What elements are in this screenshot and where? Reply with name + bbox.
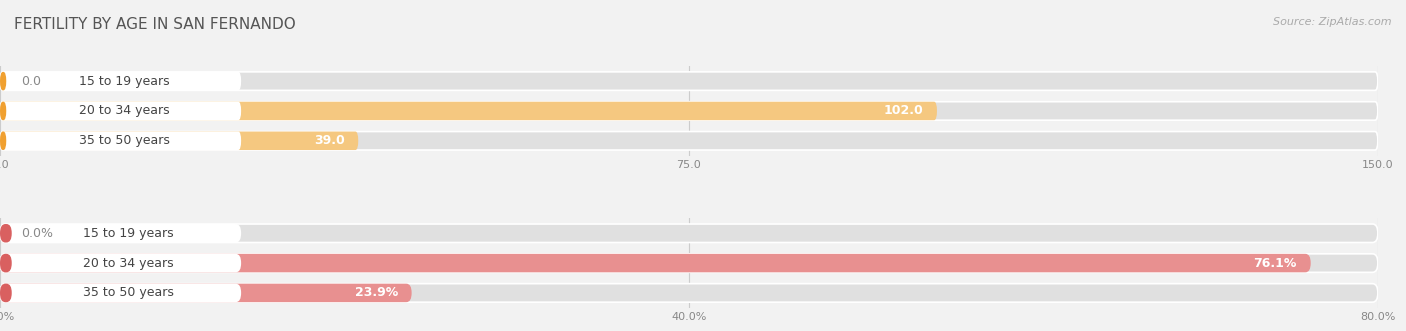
FancyBboxPatch shape <box>0 224 242 243</box>
FancyBboxPatch shape <box>0 72 242 90</box>
Text: 0.0: 0.0 <box>21 74 41 88</box>
FancyBboxPatch shape <box>0 254 1378 272</box>
FancyBboxPatch shape <box>0 72 1378 90</box>
FancyBboxPatch shape <box>0 102 936 120</box>
FancyBboxPatch shape <box>0 284 1378 302</box>
Text: 0.0%: 0.0% <box>21 227 52 240</box>
Text: FERTILITY BY AGE IN SAN FERNANDO: FERTILITY BY AGE IN SAN FERNANDO <box>14 17 295 31</box>
FancyBboxPatch shape <box>0 131 242 150</box>
Text: 35 to 50 years: 35 to 50 years <box>79 134 170 147</box>
FancyBboxPatch shape <box>0 284 412 302</box>
Text: 20 to 34 years: 20 to 34 years <box>79 105 170 118</box>
FancyBboxPatch shape <box>0 254 1310 272</box>
FancyBboxPatch shape <box>0 102 1378 120</box>
FancyBboxPatch shape <box>0 102 242 120</box>
FancyBboxPatch shape <box>0 131 1378 150</box>
Text: 102.0: 102.0 <box>883 105 924 118</box>
FancyBboxPatch shape <box>0 224 11 243</box>
FancyBboxPatch shape <box>0 254 242 272</box>
FancyBboxPatch shape <box>0 131 6 150</box>
Text: 15 to 19 years: 15 to 19 years <box>83 227 173 240</box>
Text: 23.9%: 23.9% <box>354 286 398 300</box>
Text: 15 to 19 years: 15 to 19 years <box>79 74 170 88</box>
FancyBboxPatch shape <box>0 224 1378 243</box>
Text: Source: ZipAtlas.com: Source: ZipAtlas.com <box>1274 17 1392 26</box>
FancyBboxPatch shape <box>0 284 11 302</box>
FancyBboxPatch shape <box>0 72 6 90</box>
Text: 20 to 34 years: 20 to 34 years <box>83 257 173 269</box>
Text: 76.1%: 76.1% <box>1254 257 1296 269</box>
FancyBboxPatch shape <box>0 102 6 120</box>
Text: 35 to 50 years: 35 to 50 years <box>83 286 173 300</box>
FancyBboxPatch shape <box>0 284 242 302</box>
Text: 39.0: 39.0 <box>314 134 344 147</box>
FancyBboxPatch shape <box>0 131 359 150</box>
FancyBboxPatch shape <box>0 254 11 272</box>
